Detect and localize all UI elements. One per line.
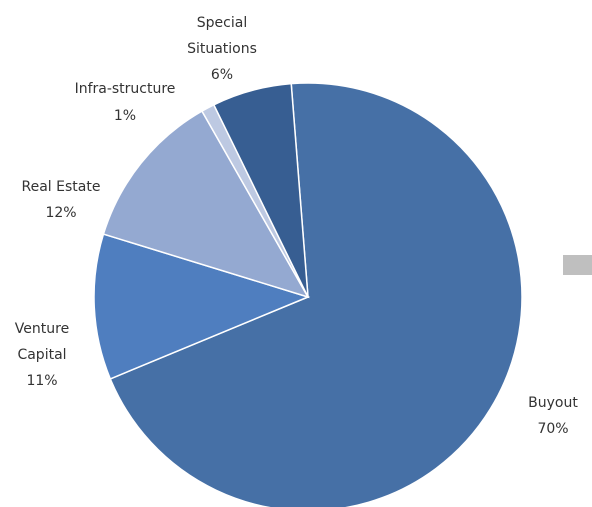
label-buyout-name: Buyout (528, 395, 578, 411)
label-venture-capital: Venture Capital 11% (15, 321, 69, 389)
label-infra-structure-value: 1% (114, 108, 136, 124)
slice-real-estate (102, 110, 310, 299)
legend-swatch (563, 255, 592, 275)
label-venture-capital-value: 11% (26, 373, 57, 389)
label-special-situations-value: 6% (211, 67, 233, 83)
slice-venture-capital (93, 233, 311, 380)
label-infra-structure-name: Infra-structure (75, 81, 176, 97)
pie-slices (93, 82, 523, 507)
label-infra-structure: Infra-structure 1% (75, 81, 176, 124)
label-venture-capital-name-2: Capital (17, 347, 66, 363)
label-venture-capital-name-1: Venture (15, 321, 69, 337)
label-real-estate-value: 12% (45, 205, 76, 221)
label-buyout: Buyout 70% (528, 395, 578, 437)
label-real-estate: Real Estate 12% (22, 179, 101, 221)
label-buyout-value: 70% (537, 421, 568, 437)
label-real-estate-name: Real Estate (22, 179, 101, 195)
label-special-situations: Special Situations 6% (187, 15, 257, 83)
slice-buyout (109, 82, 523, 507)
label-special-situations-name-2: Situations (187, 41, 257, 57)
slice-special-situations (212, 82, 309, 298)
label-special-situations-name-1: Special (197, 15, 247, 31)
